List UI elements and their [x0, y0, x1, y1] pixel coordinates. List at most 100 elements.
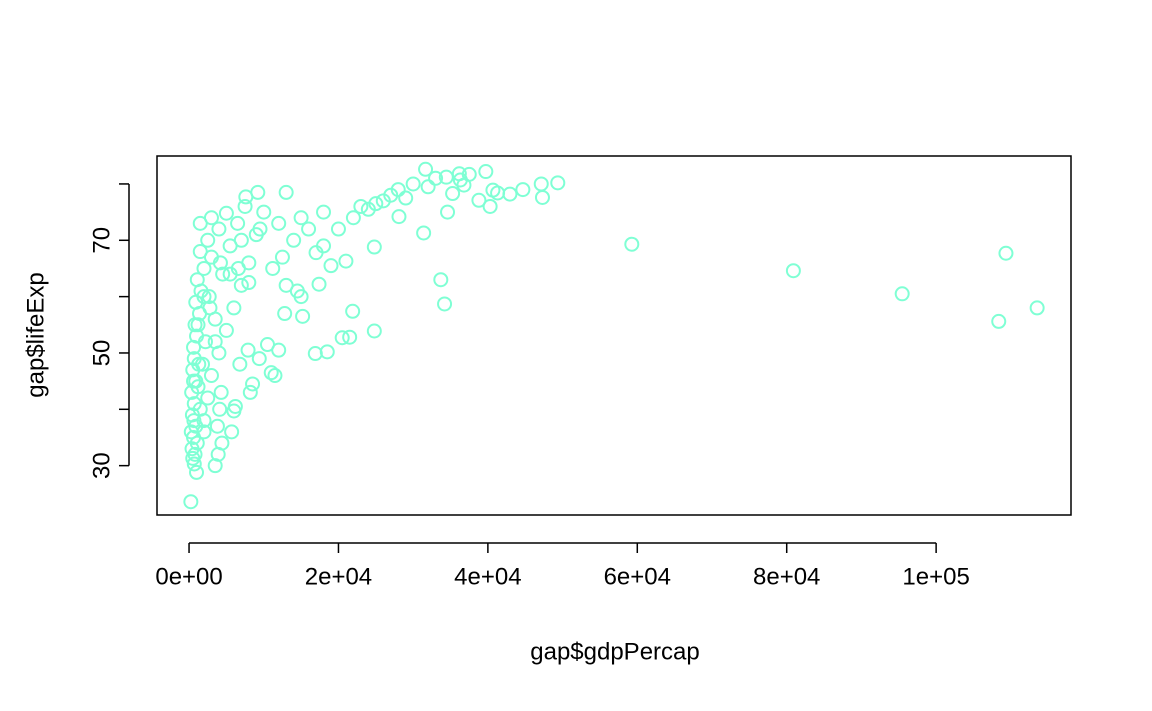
point: [316, 204, 332, 220]
point: [785, 263, 801, 279]
y-tick-label: 30: [88, 452, 115, 479]
point: [323, 258, 339, 274]
point: [311, 276, 327, 292]
point: [274, 249, 290, 265]
point: [271, 215, 287, 231]
point: [186, 456, 202, 472]
x-tick-label: 6e+04: [604, 563, 671, 590]
point: [186, 373, 202, 389]
point: [998, 245, 1014, 261]
point: [894, 286, 910, 302]
plot-box: [156, 155, 1072, 516]
point: [366, 323, 382, 339]
point: [368, 196, 384, 212]
point: [211, 221, 227, 237]
point: [226, 300, 242, 316]
point: [398, 190, 414, 206]
point: [215, 266, 231, 282]
point: [252, 221, 268, 237]
point: [212, 255, 228, 271]
point: [416, 225, 432, 241]
x-axis-title: gap$gdpPercap: [530, 638, 699, 665]
point: [438, 169, 454, 185]
point: [186, 413, 202, 429]
point: [478, 164, 494, 180]
point: [226, 403, 242, 419]
point: [338, 253, 354, 269]
point: [440, 204, 456, 220]
x-tick-label: 2e+04: [305, 563, 372, 590]
point: [293, 289, 309, 305]
point: [452, 172, 468, 188]
point: [191, 356, 207, 372]
point: [207, 334, 223, 350]
point: [1029, 300, 1045, 316]
point: [265, 260, 281, 276]
point: [433, 272, 449, 288]
point: [330, 221, 346, 237]
point: [420, 179, 436, 195]
x-tick-label: 8e+04: [753, 563, 820, 590]
point: [218, 205, 234, 221]
point: [241, 275, 257, 291]
point: [471, 192, 487, 208]
x-tick-label: 4e+04: [454, 563, 521, 590]
point: [196, 289, 212, 305]
point: [515, 182, 531, 198]
x-tick-label: 0e+00: [155, 563, 222, 590]
point: [345, 210, 361, 226]
point: [237, 198, 253, 214]
point: [200, 390, 216, 406]
y-tick-label: 70: [88, 227, 115, 254]
point: [251, 351, 267, 367]
point: [245, 376, 261, 392]
point: [301, 221, 317, 237]
point: [183, 494, 199, 510]
point: [278, 184, 294, 200]
point: [238, 189, 254, 205]
point: [307, 346, 323, 362]
point: [233, 277, 249, 293]
point: [342, 329, 358, 345]
point: [437, 296, 453, 312]
point: [196, 260, 212, 276]
point: [334, 330, 350, 346]
x-tick-label: 1e+05: [902, 563, 969, 590]
point: [212, 401, 228, 417]
point: [233, 232, 249, 248]
point: [240, 342, 256, 358]
point: [405, 176, 421, 192]
point: [203, 368, 219, 384]
point: [189, 328, 205, 344]
point: [418, 161, 434, 177]
point: [214, 435, 230, 451]
point: [271, 342, 287, 358]
point: [232, 356, 248, 372]
point: [209, 418, 225, 434]
point: [390, 182, 406, 198]
point: [319, 344, 335, 360]
point: [445, 186, 461, 202]
point: [550, 175, 566, 191]
point: [196, 424, 212, 440]
point: [230, 260, 246, 276]
point: [190, 317, 206, 333]
point: [242, 384, 258, 400]
y-axis-title: gap$lifeExp: [22, 272, 49, 397]
point: [192, 215, 208, 231]
point: [218, 322, 234, 338]
point: [991, 313, 1007, 329]
point: [224, 424, 240, 440]
point: [189, 464, 205, 480]
point: [428, 170, 444, 186]
point: [293, 210, 309, 226]
point: [202, 300, 218, 316]
point: [263, 365, 279, 381]
point: [277, 306, 293, 322]
point: [502, 186, 518, 202]
point: [391, 209, 407, 225]
point: [353, 198, 369, 214]
point: [490, 185, 506, 201]
point: [533, 176, 549, 192]
